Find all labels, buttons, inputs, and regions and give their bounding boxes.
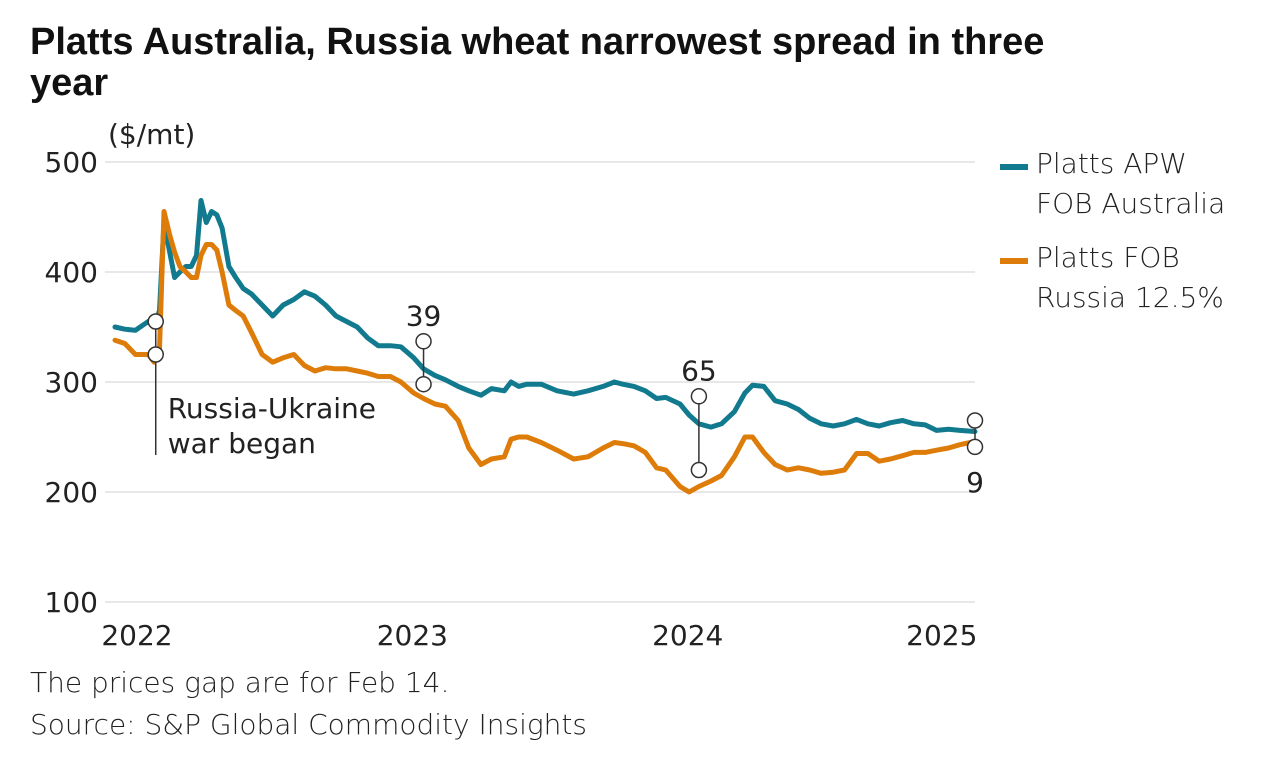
- series-line-apw: [112, 198, 978, 434]
- series-lines: [112, 198, 978, 495]
- y-tick-label: 400: [45, 256, 98, 289]
- legend-swatch-russia: [1000, 258, 1028, 264]
- annotation-marker-russia: [147, 346, 164, 363]
- annotation-label: 39: [406, 299, 442, 332]
- annotation-label: Russia-Ukraine: [168, 392, 376, 425]
- annotation-marker-apw: [690, 388, 708, 405]
- y-axis-label: ($/mt): [108, 118, 195, 151]
- legend-swatch-apw: [1000, 164, 1028, 170]
- source-note: Source: S&P Global Commodity Insights: [30, 708, 587, 741]
- y-tick-label: 200: [45, 476, 98, 509]
- annotation-label: 9: [966, 466, 984, 499]
- y-tick-label: 500: [45, 146, 98, 179]
- annotation-label: 65: [681, 354, 717, 387]
- x-axis-ticks: 2022 2023 2024 2025: [101, 619, 977, 652]
- annotation-marker-russia: [690, 461, 708, 479]
- annotation-marker-apw: [415, 333, 432, 350]
- annotation-marker-russia: [415, 375, 432, 393]
- annotation-marker-apw: [147, 313, 164, 330]
- series-line-russia: [112, 209, 978, 495]
- x-tick-label: 2023: [377, 619, 448, 652]
- y-tick-label: 100: [45, 586, 98, 619]
- x-tick-label: 2025: [906, 619, 977, 652]
- legend-label-russia: Platts FOB Russia 12.5%: [1036, 241, 1224, 314]
- annotation-marker-russia: [966, 438, 984, 456]
- y-axis-ticks: 500 400 300 200 100: [45, 146, 98, 619]
- footnote: The prices gap are for Feb 14.: [30, 666, 450, 699]
- x-tick-label: 2022: [101, 619, 172, 652]
- legend-label-apw: Platts APW FOB Australia: [1036, 147, 1226, 220]
- annotation-label: war began: [168, 427, 316, 460]
- chart-title: Platts Australia, Russia wheat narrowest…: [30, 21, 1045, 104]
- annotation-marker-apw: [966, 412, 984, 429]
- x-tick-label: 2024: [652, 619, 723, 652]
- y-tick-label: 300: [45, 366, 98, 399]
